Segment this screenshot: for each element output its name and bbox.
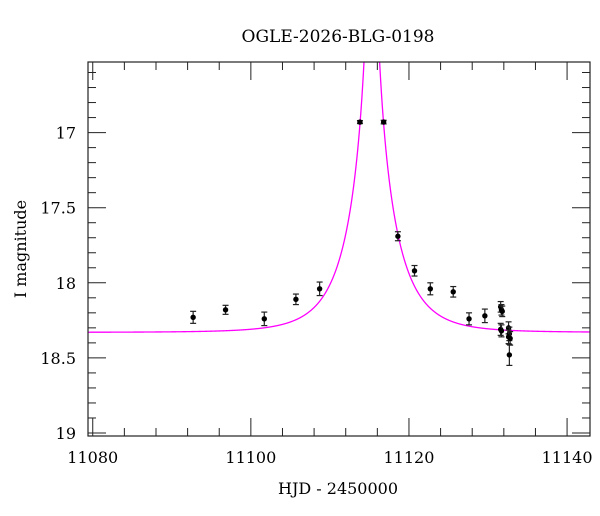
plot-frame xyxy=(87,61,591,437)
axis-ticks xyxy=(88,62,590,436)
x-axis-label: HJD - 2450000 xyxy=(278,479,398,498)
data-point xyxy=(394,231,401,242)
data-point xyxy=(190,310,197,324)
data-marker xyxy=(293,296,299,303)
data-marker xyxy=(506,352,513,358)
data-marker xyxy=(316,286,323,292)
model-curve xyxy=(88,62,590,333)
data-marker xyxy=(499,308,505,315)
data-marker xyxy=(466,316,472,322)
data-marker xyxy=(395,233,401,239)
y-axis-label: I magnitude xyxy=(11,200,30,298)
y-tick-label: 17 xyxy=(56,124,76,143)
x-tick-label: 11080 xyxy=(67,448,118,467)
data-marker xyxy=(380,119,387,125)
y-tick-label: 19 xyxy=(56,424,76,443)
data-point xyxy=(466,312,473,326)
data-points xyxy=(190,119,514,367)
data-point xyxy=(292,293,299,306)
tick-labels: 11080 11100 11120 11140 17 17.5 18 18.5 19 xyxy=(40,124,592,467)
data-point xyxy=(427,282,434,296)
data-point xyxy=(316,281,323,297)
y-tick-label: 18 xyxy=(56,274,76,293)
data-marker xyxy=(482,313,488,319)
data-point xyxy=(499,305,506,318)
data-marker xyxy=(427,286,434,292)
data-point xyxy=(380,119,387,125)
chart-title: OGLE-2026-BLG-0198 xyxy=(242,27,435,47)
x-tick-label: 11120 xyxy=(384,448,435,467)
data-point xyxy=(222,304,229,315)
data-point xyxy=(498,324,505,338)
data-marker xyxy=(507,335,513,342)
data-point xyxy=(506,343,513,367)
data-marker xyxy=(190,314,196,321)
y-tick-label: 18.5 xyxy=(40,349,76,368)
data-point xyxy=(507,331,514,346)
data-marker xyxy=(261,316,267,322)
x-tick-label: 11140 xyxy=(542,448,593,467)
data-point xyxy=(261,311,268,327)
data-point xyxy=(481,308,488,324)
data-point xyxy=(450,285,457,298)
x-tick-label: 11100 xyxy=(225,448,276,467)
data-marker xyxy=(357,119,363,125)
model-curve-group xyxy=(88,62,590,333)
y-tick-label: 17.5 xyxy=(40,199,76,218)
data-marker xyxy=(450,289,456,295)
data-marker xyxy=(498,328,505,334)
data-point xyxy=(356,119,363,125)
data-point xyxy=(411,264,418,277)
data-marker xyxy=(222,307,229,313)
data-marker xyxy=(411,268,418,274)
